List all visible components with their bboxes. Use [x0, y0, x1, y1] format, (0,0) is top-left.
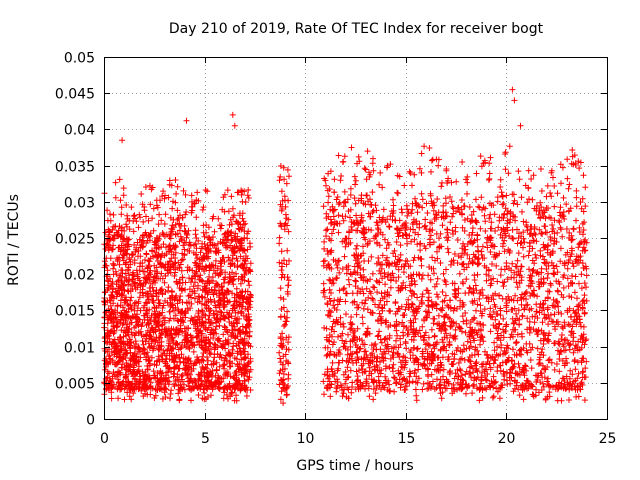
- y-tick-label: 0: [86, 413, 95, 429]
- chart-title: Day 210 of 2019, Rate Of TEC Index for r…: [169, 21, 544, 37]
- data-points: [101, 86, 590, 407]
- y-tick-label: 0.045: [55, 87, 95, 103]
- x-tick-label: 10: [297, 431, 315, 447]
- x-tick-label: 0: [100, 431, 109, 447]
- x-tick-label: 20: [498, 431, 516, 447]
- y-tick-label: 0.035: [55, 160, 95, 176]
- y-tick-label: 0.025: [55, 232, 95, 248]
- y-tick-label: 0.04: [64, 123, 95, 139]
- x-tick-label: 15: [398, 431, 416, 447]
- axis-ticks: 0 0.005 0.01 0.015 0.02 0.025 0.03 0.035 0.04 0.0…: [55, 51, 617, 448]
- x-tick-label: 5: [201, 431, 210, 447]
- y-tick-label: 0.02: [64, 268, 95, 284]
- y-tick-label: 0.01: [64, 341, 95, 357]
- x-tick-label: 25: [599, 431, 617, 447]
- x-axis-label: GPS time / hours: [296, 458, 413, 474]
- y-tick-label: 0.05: [64, 51, 95, 67]
- roti-scatter-series: [101, 86, 590, 407]
- y-tick-label: 0.03: [64, 196, 95, 212]
- y-tick-label: 0.005: [55, 377, 95, 393]
- y-tick-label: 0.015: [55, 304, 95, 320]
- y-axis-label: ROTI / TECUs: [6, 194, 22, 286]
